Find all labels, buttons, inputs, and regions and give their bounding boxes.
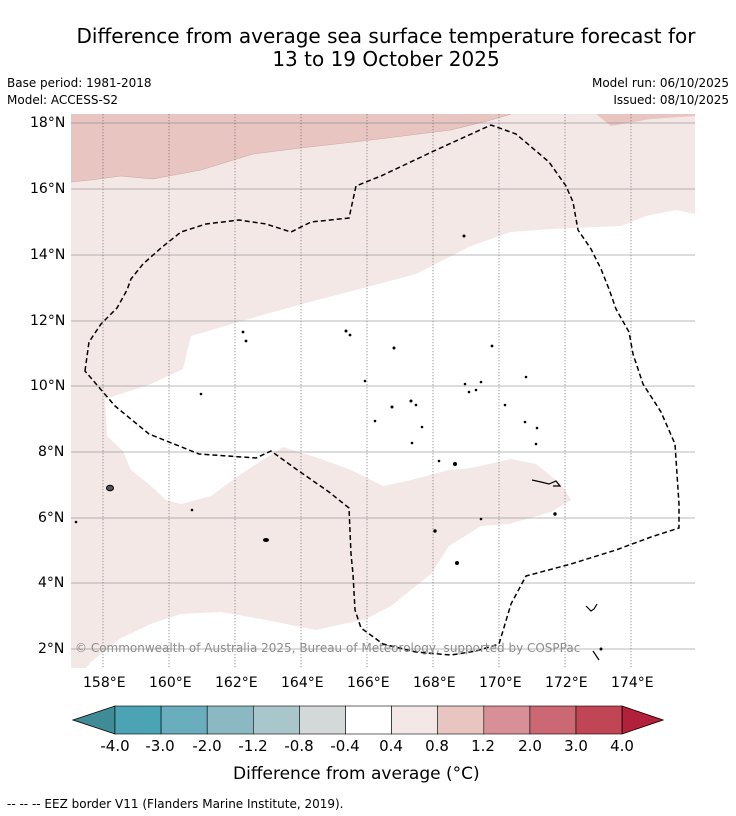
lon-tick-166: 166°E [347,675,390,691]
anomaly-region-0.8-1.2 [71,114,511,182]
colorbar-segment [529,705,577,735]
colorbar-tick-9: 2.0 [518,737,542,755]
colorbar-tick-8: 1.2 [471,737,495,755]
colorbar-tick-2: -2.0 [192,737,222,755]
lat-tick-2: 2°N [38,641,65,657]
colorbar-segment [206,705,254,735]
colorbar [72,705,664,735]
eez-footer-note: -- -- -- EEZ border V11 (Flanders Marine… [7,797,344,811]
lat-tick-16: 16°N [30,181,66,197]
lat-tick-8: 8°N [38,444,65,460]
colorbar-extend-high [621,705,664,735]
issued-date: Issued: 08/10/2025 [613,93,729,107]
colorbar-segment [575,705,623,735]
colorbar-segment [114,705,162,735]
colorbar-segment [253,705,300,735]
lat-tick-14: 14°N [30,247,66,263]
lon-tick-164: 164°E [281,675,324,691]
lon-tick-160: 160°E [149,675,192,691]
colorbar-segment [160,705,208,735]
anomaly-contour [71,114,512,183]
colorbar-tick-6: 0.4 [379,737,403,755]
lon-tick-174: 174°E [611,675,654,691]
lat-tick-12: 12°N [30,313,66,329]
colorbar-segment [345,705,392,735]
lat-tick-18: 18°N [30,115,66,131]
colorbar-extend-low [72,705,116,735]
lon-tick-170: 170°E [479,675,522,691]
model-name: Model: ACCESS-S2 [7,93,119,107]
colorbar-label: Difference from average (°C) [233,764,480,784]
lat-tick-6: 6°N [38,510,65,526]
islands [74,234,603,651]
model-run: Model run: 06/10/2025 [591,76,729,90]
lon-tick-158: 158°E [83,675,126,691]
lon-tick-168: 168°E [413,675,456,691]
lon-tick-172: 172°E [545,675,588,691]
meridian-gridlines [102,114,632,668]
colorbar-segment [437,705,485,735]
anomaly-region-0.4-0.8 [71,114,695,668]
colorbar-tick-4: -0.8 [284,737,314,755]
colorbar-tick-3: -1.2 [238,737,268,755]
lon-tick-162: 162°E [215,675,258,691]
lat-tick-4: 4°N [38,575,65,591]
copyright-text: © Commonwealth of Australia 2025, Bureau… [75,641,580,655]
lat-tick-10: 10°N [30,378,66,394]
map-title-line-1: Difference from average sea surface temp… [76,24,696,48]
colorbar-tick-7: 0.8 [425,737,449,755]
colorbar-tick-1: -3.0 [145,737,175,755]
parallel-gridlines [71,122,695,650]
colorbar-tick-0: -4.0 [100,737,130,755]
colorbar-tick-11: 4.0 [610,737,634,755]
colorbar-segment [483,705,531,735]
atoll-outlines [531,479,600,661]
map-title-line-2: 13 to 19 October 2025 [272,47,500,71]
base-period: Base period: 1981-2018 [7,76,152,90]
colorbar-tick-5: -0.4 [330,737,360,755]
eez-border [84,124,680,656]
colorbar-segment [299,705,346,735]
sst-anomaly-map: © Commonwealth of Australia 2025, Bureau… [71,114,695,668]
colorbar-segment [391,705,439,735]
colorbar-tick-10: 3.0 [564,737,588,755]
